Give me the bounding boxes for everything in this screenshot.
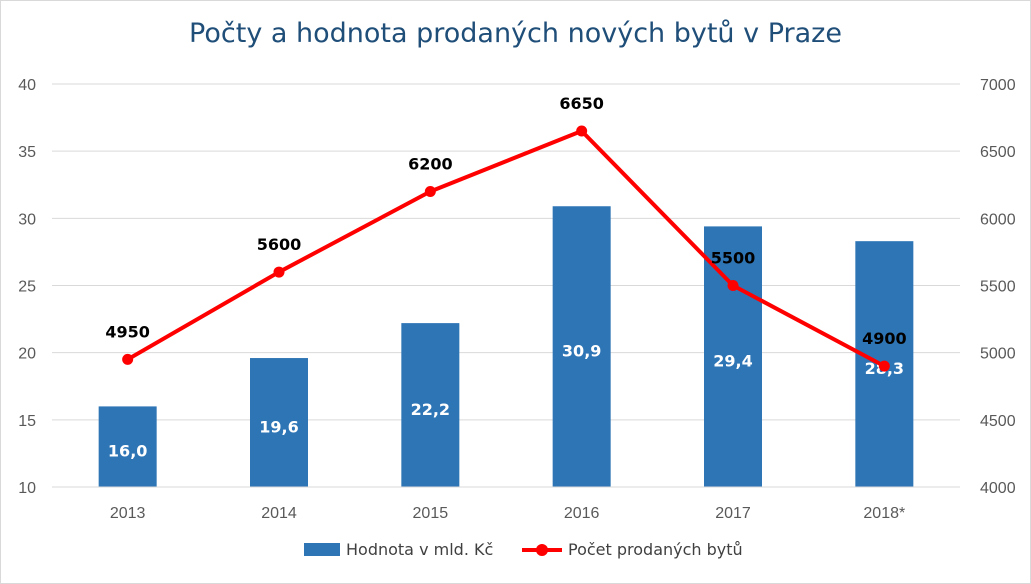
y-left-tick-label: 30 [18,211,36,228]
line-data-label: 4900 [862,329,907,348]
y-right-tick-label: 4500 [980,413,1016,430]
y-left-tick-label: 20 [18,346,36,363]
legend-bar-swatch [304,543,340,556]
y-left-tick-label: 25 [18,279,36,296]
y-right-tick-label: 5500 [980,279,1016,296]
bar-2016 [552,206,611,487]
y-left-tick-label: 40 [18,77,36,94]
bar-2014 [250,358,308,487]
y-right-tick-label: 4000 [980,480,1016,497]
x-tick-label: 2017 [715,505,751,522]
chart-legend: Hodnota v mld. Kč Počet prodaných bytů [0,540,1031,564]
y-right-tick-label: 5000 [980,346,1016,363]
legend-line-label: Počet prodaných bytů [568,540,743,559]
legend-bar-label: Hodnota v mld. Kč [346,540,494,559]
line-series-path [126,129,886,368]
y-left-tick-label: 15 [18,413,36,430]
y-right-tick-label: 6000 [980,211,1016,228]
line-point-2015 [424,185,436,197]
line-point-2016 [576,125,588,137]
legend-line-swatch [522,543,562,556]
x-tick-label: 2016 [564,505,600,522]
y-right-tick-label: 7000 [980,77,1016,94]
legend-item-line: Počet prodaných bytů [522,540,743,559]
y-right-tick-label: 6500 [980,144,1016,161]
legend-item-bars: Hodnota v mld. Kč [304,540,493,559]
bar-2013 [98,406,157,487]
bar-2015 [401,323,460,487]
line-point-2014 [273,266,285,278]
bar-2017 [704,226,762,488]
x-tick-label: 2014 [261,505,297,522]
bar-data-label: 22,2 [411,400,450,419]
chart-title: Počty a hodnota prodaných nových bytů v … [189,18,842,49]
line-data-label: 4950 [105,322,150,341]
line-data-label: 5500 [711,249,756,268]
x-tick-label: 2015 [413,505,449,522]
line-data-label: 6650 [559,94,604,113]
chart-plot: 10 15 20 25 30 35 40 4000 4500 5000 5500 6000 6500 70… [18,77,1016,522]
bar-data-label: 16,0 [108,442,147,461]
line-data-label: 5600 [257,235,302,254]
x-tick-label: 2018* [863,505,905,522]
y-left-tick-label: 10 [18,480,36,497]
line-point-2017 [727,280,739,291]
y-left-tick-label: 35 [18,144,36,161]
line-point-2013 [122,353,134,365]
line-point-2018* [878,360,890,372]
line-data-label: 6200 [408,154,453,173]
x-tick-label: 2013 [110,505,146,522]
bar-data-label: 30,9 [562,342,601,361]
bar-data-label: 29,4 [713,352,752,371]
bar-data-label: 19,6 [259,418,298,437]
